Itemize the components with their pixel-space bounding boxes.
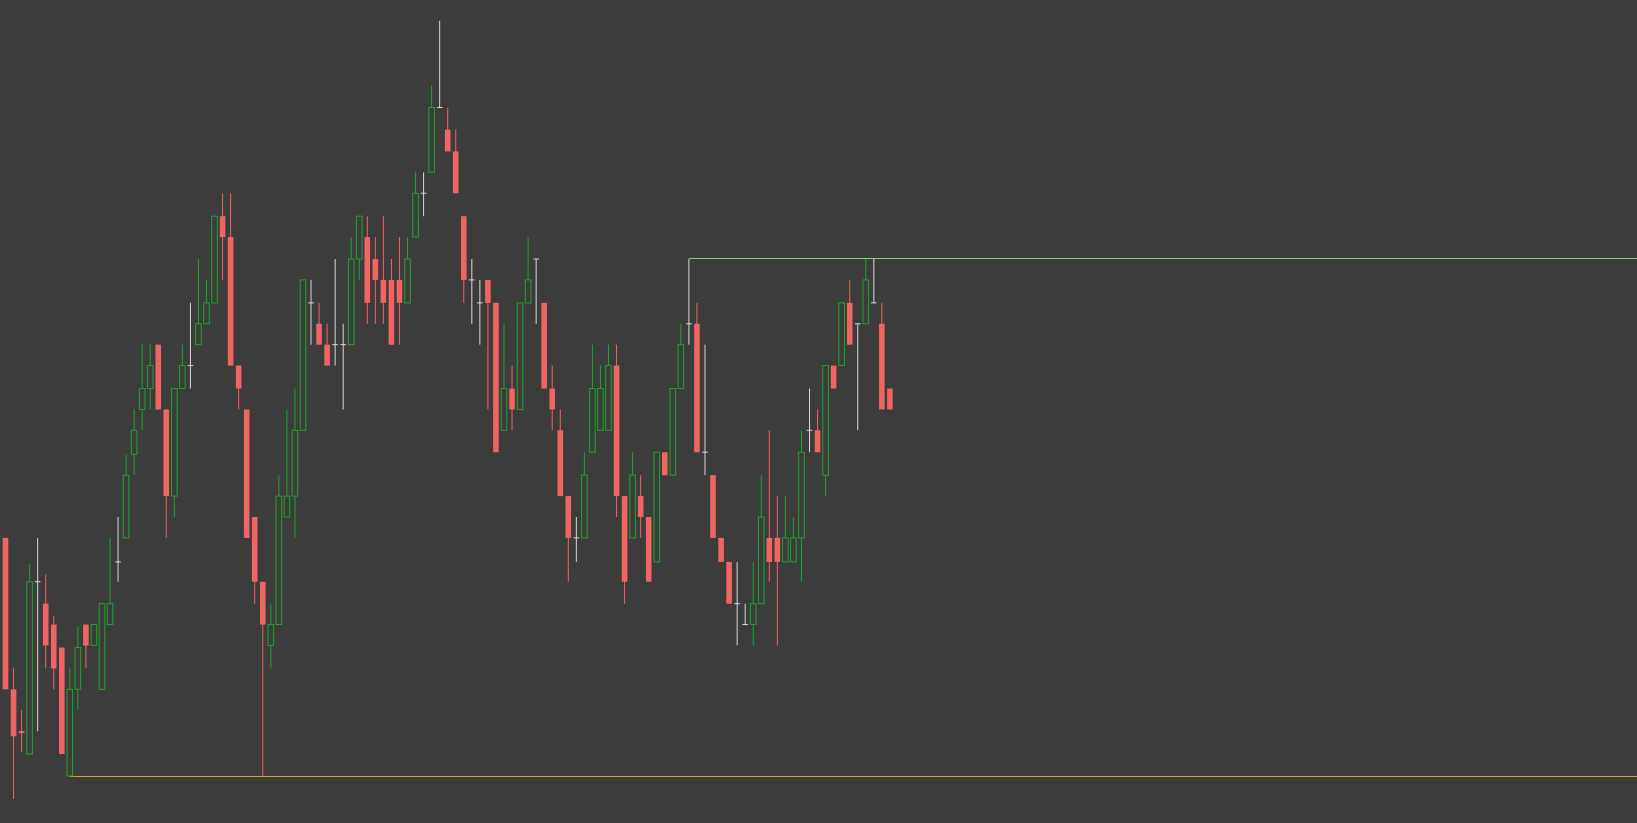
candle-body <box>299 279 307 431</box>
candle-body <box>324 344 330 366</box>
candle-body <box>838 302 845 367</box>
candle-body <box>219 216 226 238</box>
candle-body <box>444 129 451 152</box>
candle-body <box>146 365 154 390</box>
candle-body <box>621 496 628 582</box>
candle-body <box>179 365 186 390</box>
candle-body <box>26 581 33 755</box>
candle-body <box>830 365 837 389</box>
candle-body <box>122 474 130 539</box>
candle-body <box>493 302 499 453</box>
candle-body <box>460 216 467 280</box>
candle-body <box>291 429 299 497</box>
candle-body <box>541 302 547 389</box>
candle-body <box>549 388 556 410</box>
candle-body <box>749 603 757 626</box>
candle-body <box>516 302 524 410</box>
candle-body <box>428 107 435 173</box>
candle-body <box>130 429 138 455</box>
candle-body <box>235 365 242 389</box>
candle-body <box>637 496 644 517</box>
candle-body <box>267 624 275 646</box>
candle-body <box>259 581 266 625</box>
candle-body <box>163 409 170 497</box>
candle-body <box>283 495 291 518</box>
candle-body <box>380 279 387 303</box>
candle-body <box>694 323 700 453</box>
candle-body <box>557 430 564 497</box>
candle-body <box>171 388 178 497</box>
candle-body <box>814 430 821 453</box>
candle-body <box>155 344 162 410</box>
candle-body <box>66 688 74 777</box>
candle-body <box>757 516 765 605</box>
candle-body <box>243 409 250 538</box>
candle-body <box>18 731 25 734</box>
candle-body <box>500 388 508 431</box>
candle-body <box>879 323 885 410</box>
candle-body <box>347 258 355 346</box>
candle-body <box>10 689 17 737</box>
candle-body <box>782 537 789 563</box>
candle-body <box>355 215 363 260</box>
candle-body <box>485 279 491 303</box>
candle-body <box>790 537 797 563</box>
candle-body <box>195 323 202 346</box>
candle-body <box>766 537 773 562</box>
candle-body <box>509 388 515 410</box>
candle-body <box>629 474 636 539</box>
candle-body <box>677 344 685 390</box>
candle-body <box>661 452 668 476</box>
candle-body <box>589 388 596 453</box>
candle-body <box>605 365 612 431</box>
candle-body <box>597 388 604 431</box>
candle-body <box>887 388 893 410</box>
candle-body <box>669 388 677 476</box>
candle-body <box>364 237 371 303</box>
candle-body <box>106 603 114 626</box>
candle-body <box>581 474 588 539</box>
candle-body <box>565 496 572 538</box>
candle-body <box>862 279 870 325</box>
candle-body <box>388 279 395 345</box>
candle-body <box>372 259 379 280</box>
candle-body <box>83 624 89 646</box>
candle-body <box>203 302 210 325</box>
candle-body <box>90 624 98 646</box>
candle-body <box>138 388 146 410</box>
candle-body <box>645 516 652 582</box>
candle-body <box>524 279 532 304</box>
candle-body <box>726 561 732 604</box>
candle-body <box>211 215 218 304</box>
candle-body <box>452 151 459 194</box>
candle-body <box>396 279 403 303</box>
candle-body <box>412 192 419 238</box>
candle-body <box>822 365 829 476</box>
candle-body <box>98 603 106 690</box>
candle-body <box>316 323 322 345</box>
candle-body <box>718 537 724 562</box>
candle-body <box>58 647 65 755</box>
candle-body <box>2 537 9 690</box>
candle-body <box>251 516 258 582</box>
candle-body <box>42 603 49 646</box>
candle-body <box>774 537 781 562</box>
candle-body <box>50 624 57 669</box>
candle-body <box>227 237 234 366</box>
candle-body <box>653 451 661 563</box>
candle-body <box>74 647 82 690</box>
candle-body <box>613 365 620 497</box>
candle-body <box>798 451 805 539</box>
candle-body <box>846 302 853 345</box>
candle-body <box>275 495 283 626</box>
candle-body <box>404 258 411 304</box>
candle-body <box>710 475 716 538</box>
